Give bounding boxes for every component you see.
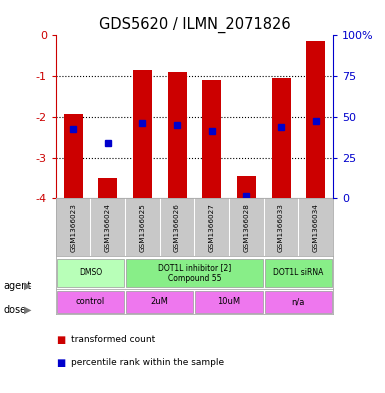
Text: GSM1366028: GSM1366028 — [243, 203, 249, 252]
Text: 10uM: 10uM — [218, 297, 241, 306]
Text: ▶: ▶ — [24, 305, 32, 315]
Text: agent: agent — [4, 281, 32, 291]
Text: transformed count: transformed count — [71, 336, 156, 344]
Bar — [167, 72, 187, 198]
Title: GDS5620 / ILMN_2071826: GDS5620 / ILMN_2071826 — [99, 17, 290, 33]
Text: control: control — [76, 297, 105, 306]
Bar — [265, 291, 332, 312]
Bar — [126, 259, 263, 287]
Bar — [126, 291, 193, 312]
Text: n/a: n/a — [292, 297, 305, 306]
Bar — [265, 259, 332, 287]
Text: GSM1366027: GSM1366027 — [209, 203, 215, 252]
Text: DMSO: DMSO — [79, 268, 102, 277]
Bar — [202, 80, 221, 198]
Text: ■: ■ — [56, 358, 65, 368]
Bar — [57, 259, 124, 287]
Text: GSM1366034: GSM1366034 — [313, 203, 319, 252]
Bar — [133, 70, 152, 198]
Bar — [57, 291, 124, 312]
Text: DOT1L inhibitor [2]
Compound 55: DOT1L inhibitor [2] Compound 55 — [158, 263, 231, 283]
Bar — [237, 176, 256, 198]
Text: ▶: ▶ — [24, 281, 32, 291]
Text: GSM1366023: GSM1366023 — [70, 203, 76, 252]
Bar — [196, 291, 263, 312]
Bar — [98, 178, 117, 198]
Text: dose: dose — [4, 305, 27, 315]
Text: percentile rank within the sample: percentile rank within the sample — [71, 358, 224, 367]
Text: ■: ■ — [56, 335, 65, 345]
Bar — [306, 42, 325, 198]
Text: DOT1L siRNA: DOT1L siRNA — [273, 268, 323, 277]
Text: GSM1366033: GSM1366033 — [278, 203, 284, 252]
Bar — [271, 78, 291, 198]
Text: 2uM: 2uM — [151, 297, 169, 306]
Text: GSM1366025: GSM1366025 — [139, 203, 146, 252]
Text: GSM1366026: GSM1366026 — [174, 203, 180, 252]
Text: GSM1366024: GSM1366024 — [105, 203, 111, 252]
Bar — [64, 114, 83, 198]
